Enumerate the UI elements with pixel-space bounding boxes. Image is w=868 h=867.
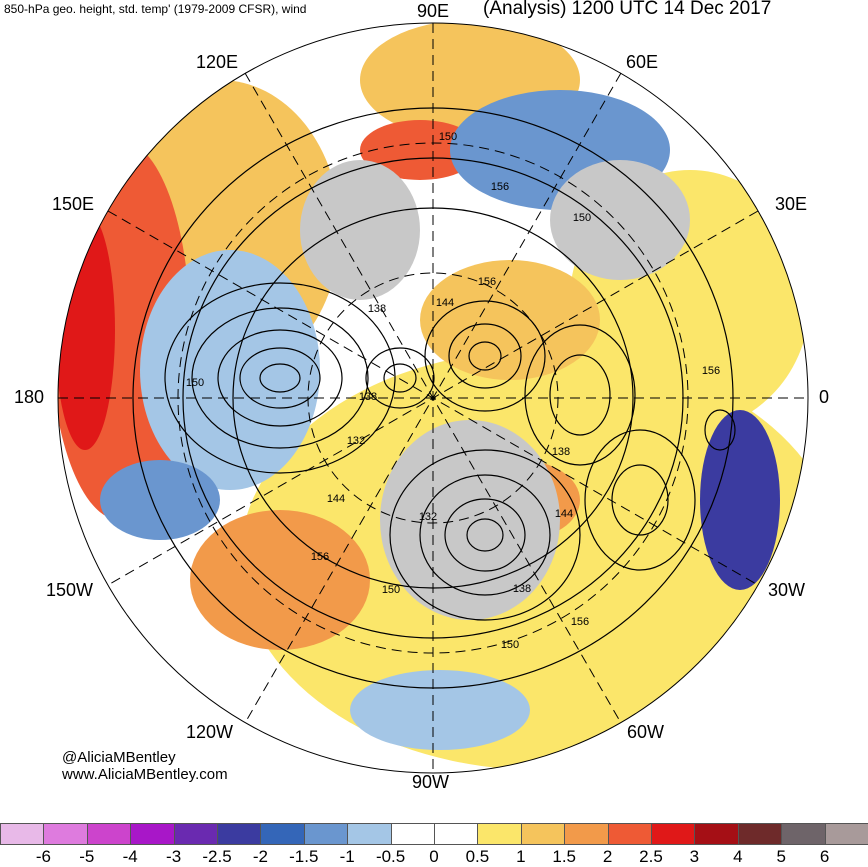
colorbar-label: -1.5 xyxy=(289,847,319,866)
colorbar-box xyxy=(173,823,218,845)
colorbar-label: -2 xyxy=(252,847,268,866)
land-shading xyxy=(550,160,690,280)
colorbar-label: 3 xyxy=(689,847,700,866)
contour-label: 150 xyxy=(573,212,591,224)
colorbar-box xyxy=(86,823,132,845)
longitude-label-120w: 120W xyxy=(186,722,234,742)
contour-labels: 150 156 150 156 144 138 150 138 156 132 … xyxy=(186,131,720,651)
map-boundary xyxy=(57,22,809,774)
colorbar-box xyxy=(217,823,262,845)
colorbar-label: 2.5 xyxy=(639,847,663,866)
contour-label: 144 xyxy=(555,508,573,520)
longitude-label-0: 0 xyxy=(819,387,830,407)
contour-label: 156 xyxy=(702,365,720,377)
colorbar-label: 0.5 xyxy=(465,847,490,866)
temperature-anomaly-colorbar: -6 -5 -4 -3 -2.5 -2 -1.5 -1 -0.5 0 0.5 1 1.5 2 2.5 3 4 5 6 xyxy=(0,823,868,866)
land-shading xyxy=(300,160,420,300)
contour-label: 138 xyxy=(552,446,570,458)
colorbar-label: -0.5 xyxy=(375,847,406,866)
colorbar-box xyxy=(43,823,88,845)
warm-anomaly-region xyxy=(360,120,480,180)
colorbar-box xyxy=(0,823,45,845)
colorbar-label: -2.5 xyxy=(202,847,232,866)
contour-label: 150 xyxy=(439,131,457,143)
contour-label: 138 xyxy=(513,583,531,595)
colorbar-box xyxy=(564,823,609,845)
credit-handle: @AliciaMBentley xyxy=(62,749,176,766)
cold-anomaly-region xyxy=(350,670,530,750)
cold-anomaly-region xyxy=(140,250,320,490)
colorbar-label: -3 xyxy=(166,847,182,866)
colorbar-box xyxy=(607,823,652,845)
colorbar-label: 4 xyxy=(733,847,743,866)
contour-label: 156 xyxy=(478,276,496,288)
contour-label: 138 xyxy=(368,303,386,315)
contour-label: 150 xyxy=(501,639,519,651)
colorbar-label: -5 xyxy=(79,847,95,866)
contour-label: 156 xyxy=(311,551,329,563)
colorbar-label: -1 xyxy=(339,847,355,866)
contour-label: 144 xyxy=(436,297,454,309)
longitude-label-150e: 150E xyxy=(52,194,95,214)
colorbar-box xyxy=(347,823,392,845)
land-shading xyxy=(380,420,560,620)
colorbar-label: 5 xyxy=(776,847,786,866)
contour-label: 156 xyxy=(571,616,589,628)
longitude-label-90e: 90E xyxy=(417,1,450,21)
credit-block: @AliciaMBentley www.AliciaMBentley.com xyxy=(62,749,228,783)
colorbar-label: 1 xyxy=(516,847,526,866)
colorbar-box xyxy=(130,823,175,845)
colorbar-box xyxy=(694,823,739,845)
contour-label: 132 xyxy=(347,435,365,447)
map-title: 850-hPa geo. height, std. temp' (1979-20… xyxy=(4,2,307,16)
polar-stereographic-map: 150 156 150 156 144 138 150 138 156 132 … xyxy=(57,22,809,774)
contour-label: 132 xyxy=(419,511,437,523)
colorbar-box xyxy=(260,823,305,845)
longitude-label-90w: 90W xyxy=(412,772,450,792)
credit-website: www.AliciaMBentley.com xyxy=(62,766,228,783)
colorbar-box xyxy=(390,823,435,845)
longitude-label-60e: 60E xyxy=(626,52,659,72)
contour-label: 150 xyxy=(382,584,400,596)
colorbar-label: 1.5 xyxy=(552,847,577,866)
colorbar-label: -4 xyxy=(122,847,138,866)
contour-label: 156 xyxy=(491,181,509,193)
contour-label: 144 xyxy=(327,493,345,505)
contour-label: 150 xyxy=(186,377,204,389)
warm-anomaly-region xyxy=(190,510,370,650)
cold-anomaly-region xyxy=(100,460,220,540)
colorbar-label: -6 xyxy=(35,847,51,866)
colorbar-box xyxy=(303,823,349,845)
warm-anomaly-region xyxy=(420,260,600,380)
valid-time-title: (Analysis) 1200 UTC 14 Dec 2017 xyxy=(483,0,772,19)
colorbar-box xyxy=(520,823,566,845)
longitude-label-60w: 60W xyxy=(627,722,665,742)
colorbar-box xyxy=(737,823,783,845)
contour-label: 138 xyxy=(359,391,377,403)
colorbar-label: 2 xyxy=(602,847,613,866)
colorbar-box xyxy=(477,823,522,845)
longitude-label-30w: 30W xyxy=(768,580,806,600)
longitude-label-180: 180 xyxy=(14,387,45,407)
colorbar-label: 6 xyxy=(819,847,830,866)
colorbar-label: 0 xyxy=(429,847,439,866)
colorbar-box xyxy=(781,823,826,845)
longitude-label-150w: 150W xyxy=(46,580,94,600)
graticule xyxy=(58,23,808,773)
longitude-label-30e: 30E xyxy=(775,194,808,214)
longitude-label-120e: 120E xyxy=(196,52,239,72)
colorbar-box xyxy=(651,823,696,845)
colorbar-box xyxy=(434,823,479,845)
colorbar-box xyxy=(824,823,868,845)
cold-anomaly-region xyxy=(700,410,780,590)
